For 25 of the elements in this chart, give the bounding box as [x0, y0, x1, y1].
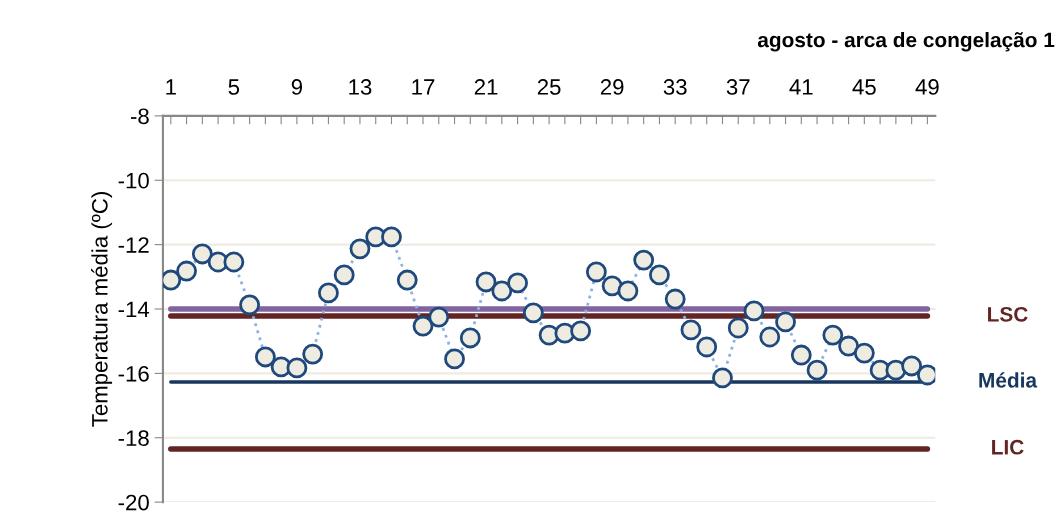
y-axis-title: Temperatura média (ºC)	[91, 192, 113, 427]
y-tick-label: -12	[118, 237, 149, 253]
y-tick-label: -16	[118, 365, 149, 382]
x-tick-label: 17	[412, 79, 435, 95]
x-tick-label: 41	[789, 79, 813, 95]
chart-title: agosto - arca de congelação 1	[757, 31, 1055, 52]
ref-line-label: LSC	[988, 306, 1028, 322]
x-tick-label: 37	[726, 79, 750, 95]
y-tick-label: -20	[118, 494, 149, 511]
y-tick-label: -10	[118, 172, 149, 189]
x-tick-label: 33	[663, 79, 687, 95]
y-tick-label: -14	[118, 301, 150, 318]
x-tick-label: 29	[600, 79, 624, 95]
x-tick-label: 25	[537, 79, 561, 95]
x-tick-label: 49	[915, 79, 939, 95]
y-tick-label: -8	[130, 108, 149, 125]
x-tick-label: 1	[166, 79, 176, 95]
ref-line-label: Média	[979, 372, 1038, 388]
x-tick-label: 13	[349, 79, 372, 95]
x-tick-label: 9	[291, 79, 303, 95]
x-tick-label: 5	[228, 79, 240, 95]
x-tick-label: 21	[474, 79, 498, 95]
ref-line-label: LIC	[992, 439, 1024, 455]
x-tick-label: 45	[852, 79, 876, 95]
y-tick-label: -18	[118, 430, 149, 447]
